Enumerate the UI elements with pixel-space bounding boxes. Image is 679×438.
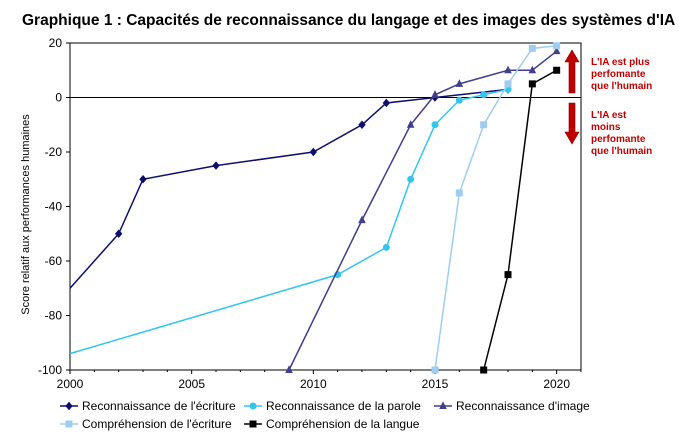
data-point <box>358 120 366 130</box>
legend-label: Reconnaissance de la parole <box>266 399 421 413</box>
data-point <box>528 44 536 52</box>
data-point <box>431 121 439 129</box>
arrow-up <box>564 49 580 94</box>
y-axis-label: Score relatif aux performances humaines <box>20 114 32 315</box>
chart-title: Graphique 1 : Capacités de reconnaissanc… <box>22 12 676 29</box>
legend-label: Reconnaissance d'image <box>456 399 590 413</box>
data-point <box>504 271 512 279</box>
annotation-down-line: moins <box>591 122 621 133</box>
data-point <box>552 46 561 55</box>
x-tick-label: 2005 <box>178 377 205 391</box>
data-point <box>528 65 537 74</box>
data-point <box>431 366 439 374</box>
x-tick-label: 2015 <box>422 377 449 391</box>
data-point <box>139 174 147 184</box>
x-tick-label: 2000 <box>57 377 84 391</box>
legend-label: Reconnaissance de l'écriture <box>82 399 236 413</box>
y-tick-label: -60 <box>45 254 63 268</box>
series-line <box>69 88 509 289</box>
data-point <box>115 229 123 239</box>
legend: Reconnaissance de l'écriture Reconnaissan… <box>60 399 590 431</box>
annotation-up-line: que l'humain <box>591 81 652 92</box>
data-point <box>480 121 488 129</box>
series-line <box>482 69 558 371</box>
legend-item-1: Reconnaissance de l'écriture <box>60 399 236 413</box>
series-4 <box>431 42 561 374</box>
data-point <box>382 98 390 108</box>
data-point <box>455 79 464 87</box>
data-point <box>528 80 536 88</box>
data-point <box>455 96 463 104</box>
data-point <box>504 80 512 88</box>
legend-item-4: Compréhension de l'écriture <box>60 417 232 431</box>
y-tick-label: -100 <box>38 363 62 377</box>
data-point <box>358 215 366 224</box>
legend-marker <box>249 402 257 410</box>
legend-item-2: Reconnaissance de la parole <box>244 399 421 413</box>
series-group <box>69 42 561 374</box>
data-point <box>406 120 415 128</box>
legend-marker <box>249 420 257 428</box>
legend-label: Compréhension de l'écriture <box>82 417 232 431</box>
plot-frame <box>69 42 582 371</box>
data-point <box>455 189 463 197</box>
legend-item-5: Compréhension de la langue <box>244 417 420 431</box>
data-point <box>407 175 415 183</box>
legend-item-3: Reconnaissance d'image <box>434 399 590 413</box>
series-3 <box>285 46 561 373</box>
up-arrow-shape <box>564 49 580 94</box>
annotation-up-line: perfomante <box>591 69 646 80</box>
legend-marker <box>439 401 447 409</box>
legend-marker <box>65 420 73 428</box>
plot-area <box>69 42 582 371</box>
legend-marker <box>65 401 73 411</box>
x-tick-label: 2010 <box>300 377 327 391</box>
data-point <box>480 366 488 374</box>
annotation-up-line: L'IA est plus <box>591 57 650 68</box>
series-1 <box>69 85 512 289</box>
series-line <box>69 88 509 355</box>
data-point <box>309 147 317 157</box>
series-2 <box>69 85 512 355</box>
y-tick-label: -40 <box>45 200 63 214</box>
data-point <box>431 90 439 98</box>
series-line <box>288 50 558 371</box>
annotation-down-line: que l'humain <box>591 146 652 157</box>
y-tick-label: -80 <box>45 309 63 323</box>
series-line <box>434 44 557 371</box>
y-tick-label: -20 <box>45 145 63 159</box>
data-point <box>382 243 390 251</box>
annotation-down-line: perfomante <box>591 134 646 145</box>
y-tick-label: 20 <box>49 36 63 50</box>
data-point <box>480 91 488 99</box>
data-point <box>285 365 293 373</box>
series-5 <box>480 66 561 374</box>
x-tick-label: 2020 <box>543 377 570 391</box>
y-tick-label: 0 <box>55 91 62 105</box>
legend-label: Compréhension de la langue <box>266 417 420 431</box>
data-point <box>504 65 512 74</box>
data-point <box>553 42 561 50</box>
down-arrow-shape <box>564 102 580 145</box>
data-point <box>553 66 561 74</box>
annotation-down-line: L'IA est <box>591 110 627 121</box>
data-point <box>212 161 220 170</box>
arrow-down <box>564 102 580 145</box>
